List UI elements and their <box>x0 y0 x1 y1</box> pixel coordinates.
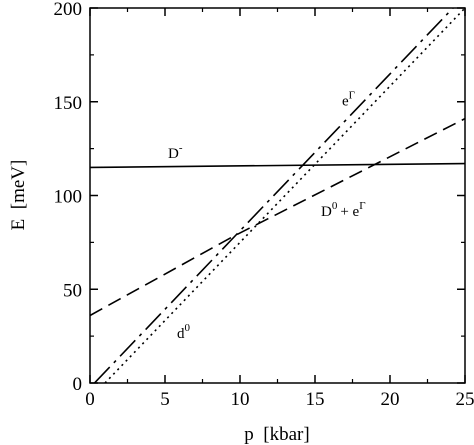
x-tick-label: 15 <box>306 389 325 410</box>
curve-annotation: D0 + eΓ <box>321 200 366 220</box>
annotation-base: e <box>342 94 349 110</box>
x-tick-label: 0 <box>85 389 95 410</box>
curve-annotation: eΓ <box>342 90 355 110</box>
annotation-sup: Γ <box>349 90 355 102</box>
annotation-sup: 0 <box>185 322 191 334</box>
series-line-solid <box>89 162 466 169</box>
x-tick-label: 25 <box>456 389 474 410</box>
series-line-dash-dot <box>93 7 454 384</box>
plot-frame <box>89 7 466 384</box>
y-tick-label: 100 <box>54 187 83 208</box>
series-line-dotted <box>104 7 466 384</box>
ticks <box>89 7 466 384</box>
annotation-sup: - <box>179 142 183 154</box>
series-group <box>89 7 466 384</box>
curve-annotation: D- <box>168 142 183 162</box>
series-line-dashed <box>89 117 466 317</box>
annotation-tail: + e <box>340 204 359 220</box>
annotation-base: d <box>177 326 185 342</box>
y-tick-label: 50 <box>63 280 82 301</box>
x-axis-label: p [kbar] <box>244 424 309 445</box>
annotation-sup2: Γ <box>359 200 365 212</box>
curve-annotation: d0 <box>177 322 191 342</box>
y-tick-label: 200 <box>54 0 83 20</box>
x-tick-label: 20 <box>381 389 400 410</box>
x-tick-label: 10 <box>231 389 250 410</box>
y-tick-label: 0 <box>73 374 83 395</box>
y-axis-label: E [meV] <box>8 160 29 231</box>
annotation-sup: 0 <box>332 200 338 212</box>
y-tick-label: 150 <box>54 93 83 114</box>
x-tick-label: 5 <box>160 389 170 410</box>
tick-labels: 0 5 10 15 20 25 0 50 100 150 200 <box>54 0 474 410</box>
annotation-base: D <box>321 204 332 220</box>
annotation-base: D <box>168 146 179 162</box>
